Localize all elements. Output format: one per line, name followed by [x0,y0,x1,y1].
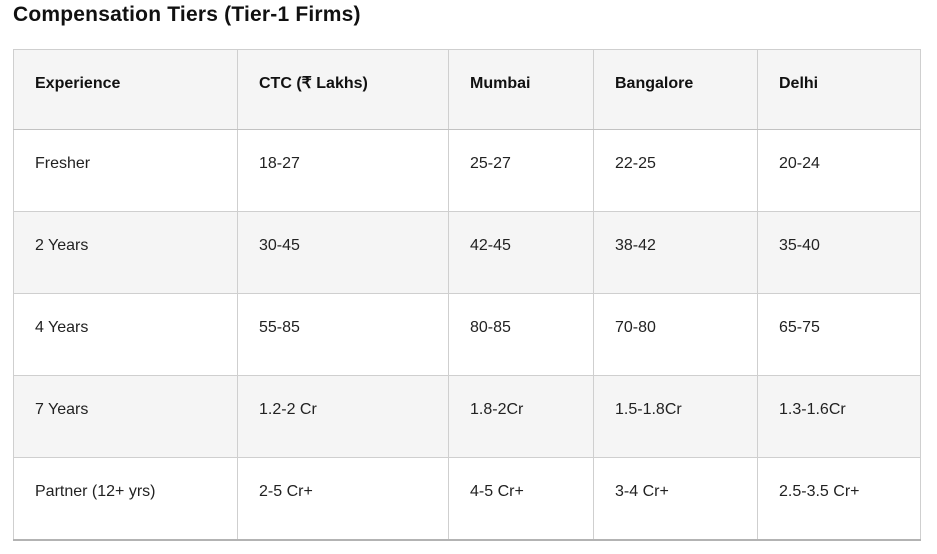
cell-ctc: 2-5 Cr+ [237,457,449,540]
cell-ctc: 18-27 [237,129,449,212]
page-title: Compensation Tiers (Tier-1 Firms) [13,3,361,26]
cell-mumbai: 25-27 [448,129,594,212]
cell-mumbai: 42-45 [448,211,594,294]
cell-experience: 7 Years [13,375,238,458]
table-header: Experience CTC (₹ Lakhs) Mumbai Bangalor… [13,49,921,130]
cell-mumbai: 4-5 Cr+ [448,457,594,540]
column-header-bangalore: Bangalore [593,49,758,130]
cell-experience: Partner (12+ yrs) [13,457,238,540]
cell-bangalore: 1.5-1.8Cr [593,375,758,458]
cell-experience: 4 Years [13,293,238,376]
table-row: 4 Years 55-85 80-85 70-80 65-75 [13,293,921,376]
compensation-table: Experience CTC (₹ Lakhs) Mumbai Bangalor… [13,49,921,541]
table-row: Partner (12+ yrs) 2-5 Cr+ 4-5 Cr+ 3-4 Cr… [13,457,921,540]
cell-delhi: 20-24 [757,129,921,212]
column-header-ctc: CTC (₹ Lakhs) [237,49,449,130]
column-header-mumbai: Mumbai [448,49,594,130]
column-header-delhi: Delhi [757,49,921,130]
cell-ctc: 55-85 [237,293,449,376]
cell-experience: 2 Years [13,211,238,294]
table-body: Fresher 18-27 25-27 22-25 20-24 2 Years … [13,129,921,540]
cell-mumbai: 80-85 [448,293,594,376]
cell-bangalore: 38-42 [593,211,758,294]
cell-bangalore: 3-4 Cr+ [593,457,758,540]
column-header-experience: Experience [13,49,238,130]
cell-bangalore: 70-80 [593,293,758,376]
cell-delhi: 35-40 [757,211,921,294]
cell-mumbai: 1.8-2Cr [448,375,594,458]
cell-delhi: 65-75 [757,293,921,376]
header-row: Experience CTC (₹ Lakhs) Mumbai Bangalor… [13,49,921,130]
cell-delhi: 2.5-3.5 Cr+ [757,457,921,540]
cell-ctc: 1.2-2 Cr [237,375,449,458]
table-row: 7 Years 1.2-2 Cr 1.8-2Cr 1.5-1.8Cr 1.3-1… [13,375,921,458]
cell-ctc: 30-45 [237,211,449,294]
table-row: Fresher 18-27 25-27 22-25 20-24 [13,129,921,212]
cell-bangalore: 22-25 [593,129,758,212]
cell-experience: Fresher [13,129,238,212]
table-row: 2 Years 30-45 42-45 38-42 35-40 [13,211,921,294]
cell-delhi: 1.3-1.6Cr [757,375,921,458]
